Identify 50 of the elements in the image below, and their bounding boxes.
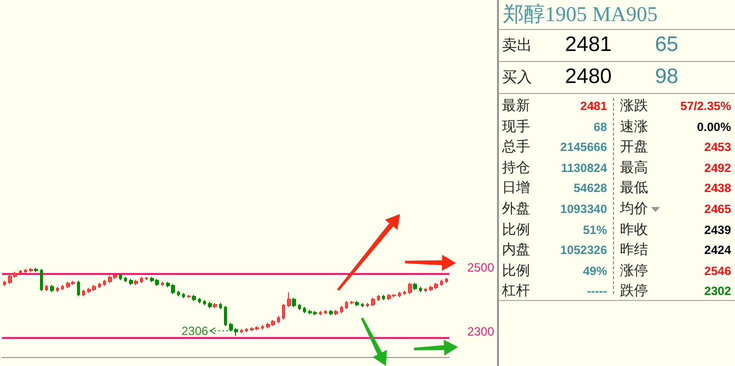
text: 2424 <box>704 243 731 258</box>
text: 2439 <box>704 222 731 237</box>
text: 2465 <box>704 202 731 216</box>
annotation: 2306 <box>181 324 208 338</box>
text: 2302 <box>704 284 731 298</box>
text: 68 <box>594 120 607 134</box>
text: ----- <box>587 284 607 298</box>
text: 2438 <box>704 181 731 196</box>
text: 2492 <box>704 160 731 175</box>
y-tick-label: 2500 <box>467 260 494 274</box>
text: 1052326 <box>560 243 607 258</box>
text: 卖出 <box>502 36 532 55</box>
text: 51% <box>582 222 607 237</box>
text: 昨结 <box>620 241 648 260</box>
text: 57/2.35% <box>680 99 731 113</box>
text: 跌停 <box>620 282 648 300</box>
text: 现手 <box>502 118 530 136</box>
text: 65 <box>655 33 678 57</box>
text: 涨停 <box>620 262 648 280</box>
text: 比例 <box>502 220 530 239</box>
text: 2481 <box>580 99 607 113</box>
text: 比例 <box>502 262 530 280</box>
text: 1093340 <box>560 202 607 216</box>
text: 最低 <box>620 179 648 198</box>
text: 49% <box>582 264 607 278</box>
y-tick-label: 2300 <box>467 324 494 339</box>
text: 最高 <box>620 158 648 177</box>
text: 2453 <box>704 140 731 154</box>
text: 郑醇1905 MA905 <box>499 0 735 30</box>
text: 持仓 <box>502 158 530 177</box>
text: 0.00% <box>696 120 731 134</box>
text: 速涨 <box>620 118 648 136</box>
text: 均价 <box>620 200 648 218</box>
text: 涨跌 <box>620 97 648 115</box>
text: 昨收 <box>620 220 648 239</box>
text: 1130824 <box>560 160 607 175</box>
text: 日增 <box>502 179 530 198</box>
text: 外盘 <box>502 200 530 218</box>
text: 内盘 <box>502 241 530 260</box>
text: 开盘 <box>620 138 648 156</box>
text: 杠杆 <box>502 282 530 300</box>
text: 买入 <box>502 68 532 87</box>
text: 98 <box>655 65 678 89</box>
text: 2546 <box>704 264 731 278</box>
text: 总手 <box>502 138 530 156</box>
text: 54628 <box>574 181 607 196</box>
text: 最新 <box>502 97 530 115</box>
text: 2481 <box>565 33 612 57</box>
text: 2145666 <box>560 140 607 154</box>
text: 2480 <box>565 65 612 89</box>
